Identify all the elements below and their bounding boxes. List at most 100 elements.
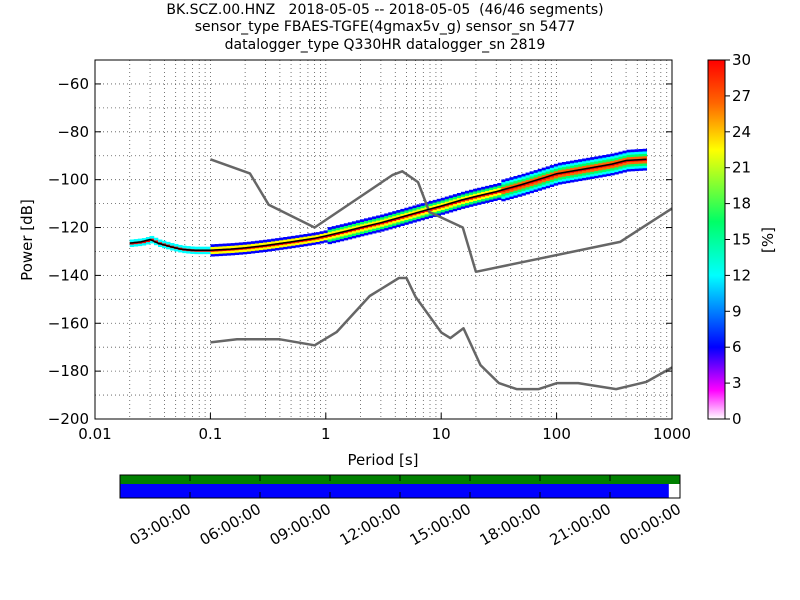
histogram-cell [541,181,547,185]
histogram-cell [606,168,611,172]
histogram-cell [420,217,425,221]
histogram-cell [460,203,466,207]
histogram-cell [606,156,611,160]
histogram-cell [238,242,244,246]
histogram-cell [481,189,486,192]
histogram-cell [400,211,405,214]
x-tick-label: 0.01 [78,425,111,443]
histogram-cell [440,212,446,215]
histogram-cell [351,235,357,239]
histogram-cell [561,166,567,170]
histogram-cell [590,164,595,168]
histogram-cell [287,243,292,247]
histogram-cell [258,247,264,251]
histogram-cell [230,250,236,253]
histogram-cell [311,232,316,236]
histogram-cell [420,207,425,211]
histogram-cell [630,149,635,153]
histogram-cell [586,162,591,166]
histogram-cell [477,190,482,193]
histogram-cell [416,206,421,210]
histogram-cell [477,199,482,203]
histogram-cell [299,244,304,247]
histogram-cell [420,212,425,216]
histogram-cell [622,155,627,159]
histogram-cell [497,187,502,191]
histogram-cell [456,197,462,201]
histogram-cell [327,229,332,233]
histogram-cell [271,238,276,242]
histogram-cell [368,222,373,225]
histogram-cell [141,242,147,246]
y-tick-label: −100 [48,171,89,189]
histogram-cell [384,218,389,221]
colorbar-tick-label: 6 [732,338,742,356]
histogram-cell [424,211,429,215]
histogram-cell [489,194,494,198]
histogram-cell [170,243,175,246]
histogram-cell [355,225,361,228]
histogram-cell [319,238,324,242]
histogram-cell [351,226,357,229]
histogram-cell [460,194,466,197]
histogram-cell [501,196,506,199]
histogram-cell [307,235,312,239]
histogram-cell [541,167,547,171]
histogram-cell [602,171,607,175]
histogram-cell [473,188,478,192]
histogram-cell [561,178,567,182]
histogram-cell [477,187,482,191]
histogram-cell [537,173,543,177]
histogram-cell [537,171,543,174]
histogram-cell [452,196,458,200]
histogram-cell [271,245,276,249]
histogram-cell [565,180,571,184]
histogram-cell [392,211,397,214]
histogram-cell [311,242,316,246]
histogram-cell [525,184,530,188]
grid [95,60,672,419]
histogram-cell [638,149,643,152]
histogram-cell [137,238,143,242]
histogram-cell [392,223,397,226]
colorbar-tick-label: 30 [732,51,751,69]
time-tick-label: 18:00:00 [477,500,544,549]
histogram-cell [521,178,526,182]
histogram-cell [485,197,490,201]
chart-title-line-3: datalogger_type Q330HR datalogger_sn 281… [224,37,546,53]
histogram-cell [214,251,219,254]
histogram-cell [178,249,183,253]
histogram-cell [594,168,599,172]
histogram-cell [242,249,248,252]
histogram-cell [533,172,538,176]
histogram-cell [230,245,236,249]
histogram-cell [234,252,240,256]
histogram-cell [267,239,272,242]
histogram-cell [153,240,159,243]
histogram-cell [618,166,623,169]
histogram-cell [218,246,223,249]
histogram-cell [315,239,320,242]
histogram-cell [525,174,530,178]
x-tick-label: 1 [321,425,331,443]
histogram-cell [557,174,563,178]
histogram-cell [557,165,563,168]
histogram-cell [456,200,462,203]
histogram-cell [477,197,482,201]
histogram-cell [582,163,587,167]
histogram-cell [416,204,421,208]
histogram-cell [574,162,579,165]
histogram-cell [170,247,175,251]
histogram-cell [444,203,450,207]
histogram-cell [610,167,615,171]
histogram-cell [541,172,547,176]
histogram-cell [501,193,506,197]
histogram-cell [537,183,543,186]
histogram-cell [614,155,619,158]
histogram-cell [509,177,514,180]
histogram-cell [614,157,619,161]
histogram-cell [497,182,502,186]
histogram-cell [626,152,631,155]
histogram-cell [473,200,478,204]
histogram-cell [343,225,349,229]
